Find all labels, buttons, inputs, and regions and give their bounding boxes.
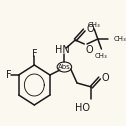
Text: F: F — [6, 70, 12, 80]
Text: HO: HO — [75, 103, 90, 113]
Text: F: F — [32, 49, 37, 59]
Text: CH₃: CH₃ — [88, 22, 101, 28]
Text: CH₃: CH₃ — [95, 53, 108, 59]
Text: CH₃: CH₃ — [113, 36, 126, 42]
Text: O: O — [86, 24, 94, 34]
Text: Abs: Abs — [58, 64, 71, 70]
Text: O: O — [101, 73, 109, 83]
Text: O: O — [85, 45, 93, 55]
Text: HN: HN — [55, 45, 70, 55]
